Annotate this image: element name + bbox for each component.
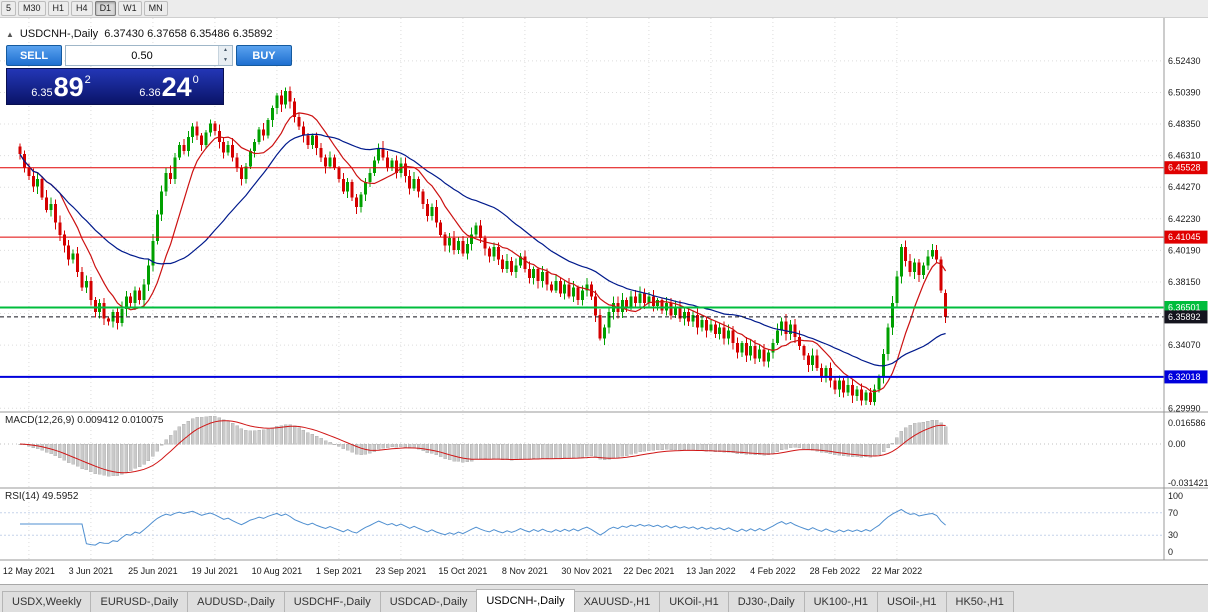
svg-text:12 May 2021: 12 May 2021	[3, 566, 55, 576]
svg-text:6.52430: 6.52430	[1168, 56, 1201, 66]
tab-hk50-h1[interactable]: HK50-,H1	[945, 591, 1014, 612]
tab-usdchf-daily[interactable]: USDCHF-,Daily	[283, 591, 381, 612]
tab-ukoil-h1[interactable]: UKOil-,H1	[659, 591, 729, 612]
svg-text:6.34070: 6.34070	[1168, 340, 1201, 350]
svg-text:6.38150: 6.38150	[1168, 277, 1201, 287]
sell-price-small: 6.35	[31, 86, 53, 99]
svg-text:15 Oct 2021: 15 Oct 2021	[438, 566, 487, 576]
volume-input[interactable]	[66, 46, 218, 65]
collapse-trade-panel-icon[interactable]: ▲	[6, 29, 14, 39]
svg-text:19 Jul 2021: 19 Jul 2021	[192, 566, 239, 576]
svg-text:23 Sep 2021: 23 Sep 2021	[375, 566, 426, 576]
ma-line-slow	[19, 133, 946, 367]
svg-text:6.40190: 6.40190	[1168, 245, 1201, 255]
svg-text:6.45528: 6.45528	[1168, 163, 1201, 173]
tab-audusd-daily[interactable]: AUDUSD-,Daily	[187, 591, 285, 612]
volume-spinner: ▲ ▼	[218, 46, 232, 65]
macd-indicator-label: MACD(12,26,9) 0.009412 0.010075	[5, 415, 164, 426]
timeframe-toolbar: 5 M30 H1 H4 D1 W1 MN	[0, 0, 1208, 18]
svg-text:0.016586: 0.016586	[1168, 418, 1206, 428]
buy-price-sup: 0	[192, 74, 199, 86]
sell-price-sup: 2	[84, 74, 91, 86]
svg-text:4 Feb 2022: 4 Feb 2022	[750, 566, 796, 576]
svg-text:13 Jan 2022: 13 Jan 2022	[686, 566, 736, 576]
tab-usdx-weekly[interactable]: USDX,Weekly	[2, 591, 92, 612]
timeframe-m5-button[interactable]: 5	[1, 1, 17, 16]
svg-text:10 Aug 2021: 10 Aug 2021	[252, 566, 303, 576]
price-chart[interactable]: 6.52430 6.50390 6.48350 6.46310 6.44270 6.422…	[0, 18, 1208, 584]
moving-averages	[19, 112, 947, 393]
chart-symbol-header: ▲ USDCNH-,Daily 6.37430 6.37658 6.35486 …	[6, 28, 272, 40]
bid-ask-price-strip: 6.35 89 2 6.36 24 0	[6, 68, 224, 105]
svg-text:6.44270: 6.44270	[1168, 182, 1201, 192]
timeframe-h1-button[interactable]: H1	[47, 1, 70, 16]
svg-text:100: 100	[1168, 491, 1183, 501]
sell-price-big: 89	[53, 72, 84, 103]
buy-price-small: 6.36	[139, 86, 161, 99]
tab-usdcad-daily[interactable]: USDCAD-,Daily	[379, 591, 478, 612]
timeframe-w1-button[interactable]: W1	[118, 1, 142, 16]
svg-text:6.36501: 6.36501	[1168, 303, 1201, 313]
svg-text:6.35892: 6.35892	[1168, 312, 1201, 322]
tab-dj30-daily[interactable]: DJ30-,Daily	[727, 591, 805, 612]
rsi-pane	[0, 508, 1164, 546]
svg-text:6.41045: 6.41045	[1168, 232, 1201, 242]
svg-text:30: 30	[1168, 530, 1178, 540]
rsi-indicator-label: RSI(14) 49.5952	[5, 491, 79, 502]
timeframe-d1-button[interactable]: D1	[94, 1, 117, 16]
ma-line-fast	[19, 112, 947, 393]
timeframe-mn-button[interactable]: MN	[143, 1, 168, 16]
svg-text:6.46310: 6.46310	[1168, 151, 1201, 161]
tab-usoil-h1[interactable]: USOil-,H1	[877, 591, 947, 612]
svg-text:0.00: 0.00	[1168, 439, 1186, 449]
chart-area[interactable]: 6.52430 6.50390 6.48350 6.46310 6.44270 6.422…	[0, 18, 1208, 584]
buy-button[interactable]: BUY	[236, 45, 292, 66]
tab-xauusd-h1[interactable]: XAUUSD-,H1	[573, 591, 661, 612]
macd-histogram	[0, 415, 1164, 477]
sell-button[interactable]: SELL	[6, 45, 62, 66]
svg-text:3 Jun 2021: 3 Jun 2021	[69, 566, 114, 576]
buy-price-big: 24	[161, 72, 192, 103]
svg-text:30 Nov 2021: 30 Nov 2021	[561, 566, 612, 576]
timeframe-m30-button[interactable]: M30	[18, 1, 46, 16]
tab-eurusd-daily[interactable]: EURUSD-,Daily	[90, 591, 189, 612]
svg-text:1 Sep 2021: 1 Sep 2021	[316, 566, 362, 576]
svg-text:6.32018: 6.32018	[1168, 372, 1201, 382]
svg-text:25 Jun 2021: 25 Jun 2021	[128, 566, 178, 576]
tab-usdcnh-daily[interactable]: USDCNH-,Daily	[476, 589, 575, 612]
one-click-trading-panel: SELL ▲ ▼ BUY 6.35 89 2 6.36	[6, 45, 292, 105]
svg-text:-0.031421: -0.031421	[1168, 478, 1208, 488]
candlestick-series	[18, 86, 948, 406]
tab-uk100-h1[interactable]: UK100-,H1	[803, 591, 879, 612]
svg-text:70: 70	[1168, 508, 1178, 518]
timeframe-h4-button[interactable]: H4	[71, 1, 93, 16]
svg-text:22 Mar 2022: 22 Mar 2022	[872, 566, 923, 576]
svg-text:22 Dec 2021: 22 Dec 2021	[623, 566, 674, 576]
svg-text:6.48350: 6.48350	[1168, 119, 1201, 129]
macd-signal-line	[19, 420, 946, 474]
horizontal-level-lines[interactable]	[0, 167, 1164, 378]
rsi-line	[20, 508, 946, 546]
volume-input-group: ▲ ▼	[65, 45, 233, 66]
volume-decrease-button[interactable]: ▼	[219, 55, 232, 65]
chart-tab-bar: USDX,Weekly EURUSD-,Daily AUDUSD-,Daily …	[0, 584, 1208, 612]
svg-text:6.42230: 6.42230	[1168, 214, 1201, 224]
svg-text:28 Feb 2022: 28 Feb 2022	[810, 566, 861, 576]
svg-text:8 Nov 2021: 8 Nov 2021	[502, 566, 548, 576]
svg-text:6.50390: 6.50390	[1168, 88, 1201, 98]
sell-price-display[interactable]: 6.35 89 2	[7, 69, 115, 104]
symbol-ohlc-text: USDCNH-,Daily 6.37430 6.37658 6.35486 6.…	[19, 28, 273, 40]
volume-increase-button[interactable]: ▲	[219, 46, 232, 56]
svg-text:0: 0	[1168, 547, 1173, 557]
buy-price-display[interactable]: 6.36 24 0	[115, 69, 223, 104]
pane-separators	[0, 18, 1208, 561]
svg-text:6.29990: 6.29990	[1168, 403, 1201, 413]
date-axis: 12 May 2021 3 Jun 2021 25 Jun 2021 19 Jul 2…	[3, 566, 922, 576]
